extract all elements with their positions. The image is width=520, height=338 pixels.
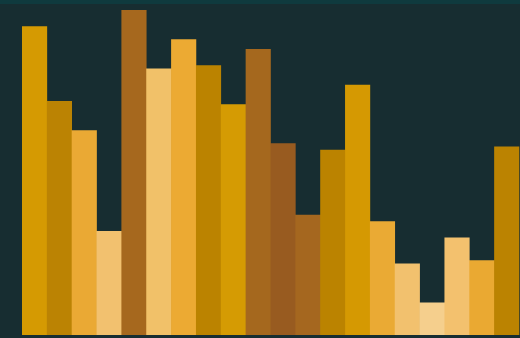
bar-18	[444, 237, 470, 335]
bar-5	[121, 10, 147, 335]
bar-3	[71, 130, 97, 335]
bar-9	[220, 104, 246, 335]
bar-7	[171, 39, 197, 335]
bar-2	[46, 101, 72, 335]
bar-10	[245, 49, 271, 335]
bar-4	[96, 231, 122, 335]
bar-6	[146, 68, 172, 335]
bar-1	[22, 26, 48, 335]
bar-16	[394, 263, 420, 335]
bar-11	[270, 143, 296, 335]
top-strip	[0, 0, 520, 4]
bar-19	[469, 260, 495, 335]
bar-17	[419, 302, 445, 335]
bar-14	[345, 84, 371, 335]
bar-15	[369, 221, 396, 335]
bar-12	[295, 214, 321, 335]
bar-13	[320, 149, 346, 335]
bar-20	[494, 146, 520, 335]
bar-8	[195, 65, 222, 335]
